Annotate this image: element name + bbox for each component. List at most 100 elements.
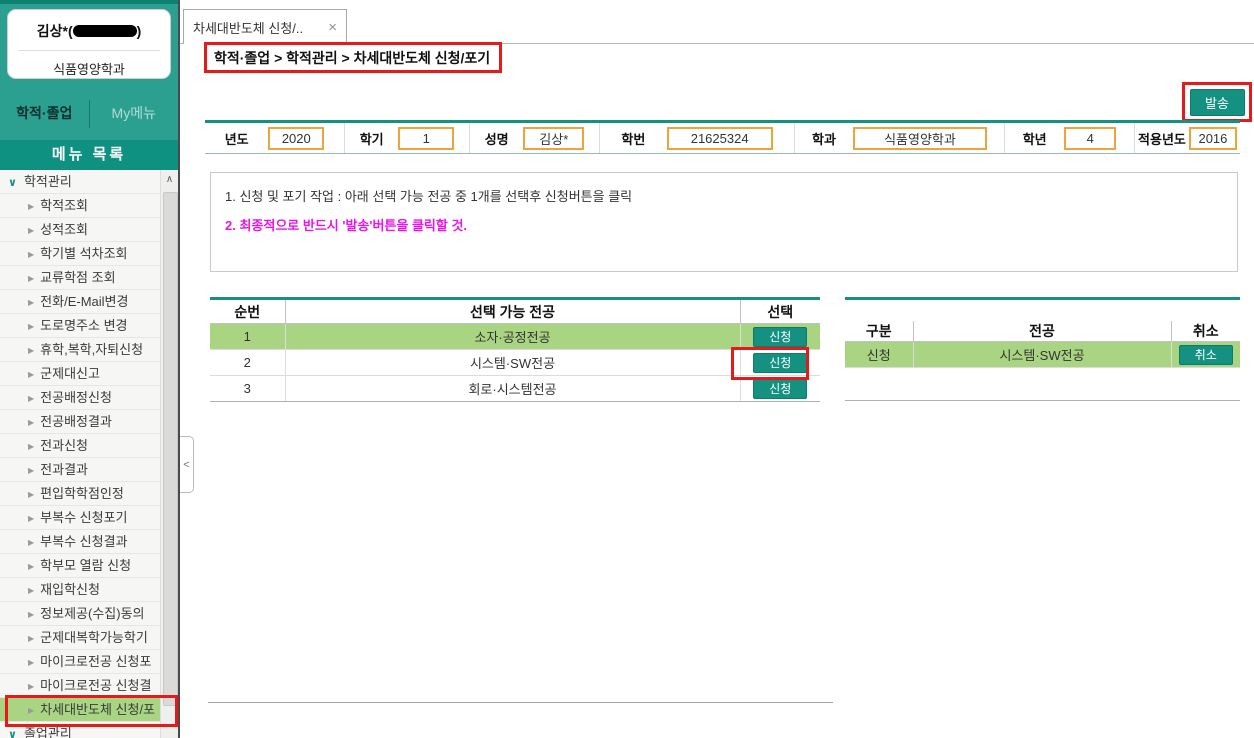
scrollbar-thumb[interactable] xyxy=(163,192,178,706)
chevron-right-icon: ▶ xyxy=(28,586,35,595)
sidebar-item-label: 마이크로전공 신청포 xyxy=(40,654,152,669)
sidebar-item[interactable]: ▶ 마이크로전공 신청결 xyxy=(0,674,160,698)
tab-strip: 차세대반도체 신청/.. × xyxy=(180,0,1254,44)
sidebar-tab-academic-graduation[interactable]: 학적·졸업 xyxy=(0,100,90,128)
row-number: 2 xyxy=(210,349,286,376)
sidebar-collapse-handle[interactable]: < xyxy=(180,436,194,493)
user-name: 김상*() xyxy=(18,21,160,51)
sidebar-item-label: 전화/E-Mail변경 xyxy=(40,294,129,309)
field-input-name[interactable] xyxy=(523,126,585,150)
table-header-row: 구분 전공 취소 xyxy=(845,321,1240,342)
chevron-right-icon: ▶ xyxy=(28,202,35,211)
sidebar-tab-my-menu[interactable]: My메뉴 xyxy=(111,105,156,121)
apply-button[interactable]: 신청 xyxy=(753,326,808,347)
field-input-student-no[interactable] xyxy=(666,126,773,150)
sidebar-item-label: 학적관리 xyxy=(23,174,72,189)
chevron-right-icon: ▶ xyxy=(28,634,35,643)
sidebar-item[interactable]: ▶ 전과신청 xyxy=(0,434,160,458)
sidebar-item-label: 재입학신청 xyxy=(40,582,100,597)
sidebar-item[interactable]: ▶ 정보제공(수집)동의 xyxy=(0,602,160,626)
sidebar-item[interactable]: ▶ 재입학신청 xyxy=(0,578,160,602)
sidebar-item-label: 군제대신고 xyxy=(40,366,100,381)
chevron-right-icon: ▶ xyxy=(28,490,35,499)
major-name: 소자·공정전공 xyxy=(285,323,741,350)
field-input-applied-year[interactable] xyxy=(1188,126,1237,150)
sidebar-item[interactable]: ▶ 성적조회 xyxy=(0,218,160,242)
chevron-right-icon: ▶ xyxy=(28,346,35,355)
sidebar-item-label: 전과결과 xyxy=(40,462,88,477)
sidebar-item[interactable]: ▶ 부복수 신청포기 xyxy=(0,506,160,530)
instruction-line-2: 2. 최종적으로 반드시 '발송'버튼을 클릭할 것. xyxy=(225,218,468,233)
sidebar-item[interactable]: ▶ 편입학학점인정 xyxy=(0,482,160,506)
available-major-row: 3 회로·시스템전공 신청 xyxy=(210,375,820,402)
apply-cell: 신청 xyxy=(740,349,820,376)
sidebar-item-label: 도로명주소 변경 xyxy=(40,318,128,333)
content-bottom-border xyxy=(208,702,833,703)
field-label: 년도 xyxy=(224,131,249,147)
available-major-row: 2 시스템·SW전공 신청 xyxy=(210,349,820,376)
form-field-student-no: 학번 xyxy=(600,123,795,153)
chevron-right-icon: ▶ xyxy=(28,658,35,667)
sidebar-item[interactable]: ▶ 전공배정결과 xyxy=(0,410,160,434)
breadcrumb: 학적·졸업 > 학적관리 > 차세대반도체 신청/포기 xyxy=(214,49,491,66)
tab-close-icon[interactable]: × xyxy=(328,18,337,36)
form-field-year: 년도 xyxy=(205,123,345,153)
table-header-row: 순번 선택 가능 전공 선택 xyxy=(210,300,820,324)
sidebar-item-label: 군제대복학가능학기 xyxy=(40,630,148,645)
sidebar-item[interactable]: ▶ 전공배정신청 xyxy=(0,386,160,410)
sidebar-item[interactable]: ▶ 학부모 열람 신청 xyxy=(0,554,160,578)
available-major-row: 1 소자·공정전공 신청 xyxy=(210,323,820,350)
sidebar-item-label: 부복수 신청결과 xyxy=(40,534,128,549)
form-field-applied-year: 적용년도 xyxy=(1135,123,1240,153)
sidebar-item-label: 휴학,복학,자퇴신청 xyxy=(40,342,144,357)
user-department: 식품영양학과 xyxy=(53,62,125,77)
form-field-semester: 학기 xyxy=(345,123,470,153)
cancel-button[interactable]: 취소 xyxy=(1178,344,1233,365)
chevron-right-icon: ▶ xyxy=(28,682,35,691)
sidebar-item[interactable]: ▶ 학기별 석차조회 xyxy=(0,242,160,266)
sidebar-item-label: 학기별 석차조회 xyxy=(40,246,128,261)
applied-table-gap xyxy=(845,300,1240,321)
sidebar-item-label: 전과신청 xyxy=(40,438,88,453)
sidebar-item[interactable]: ▶ 휴학,복학,자퇴신청 xyxy=(0,338,160,362)
sidebar-item[interactable]: ▶ 학적조회 xyxy=(0,194,160,218)
sidebar-item[interactable]: ▶ 군제대신고 xyxy=(0,362,160,386)
chevron-right-icon: ▶ xyxy=(28,274,35,283)
applied-major-table: 구분 전공 취소 신청 시스템·SW전공 취소 xyxy=(845,297,1240,401)
sidebar-item-selected[interactable]: ▶ 차세대반도체 신청/포 xyxy=(0,698,160,722)
sidebar-tabs: 학적·졸업 My메뉴 xyxy=(0,100,178,128)
sidebar-item[interactable]: ∨ 졸업관리 xyxy=(0,722,160,738)
chevron-right-icon: ▶ xyxy=(28,250,35,259)
sidebar-item[interactable]: ∨ 학적관리 xyxy=(0,170,160,194)
row-number: 1 xyxy=(210,323,286,350)
field-input-semester[interactable] xyxy=(398,126,455,150)
document-tab[interactable]: 차세대반도체 신청/.. × xyxy=(183,9,347,44)
chevron-down-icon: ∨ xyxy=(8,729,17,738)
instruction-box: 1. 신청 및 포기 작업 : 아래 선택 가능 전공 중 1개를 선택후 신청… xyxy=(210,172,1238,272)
column-header: 선택 가능 전공 xyxy=(285,300,741,324)
send-button[interactable]: 발송 xyxy=(1189,88,1245,116)
sidebar-item-label: 차세대반도체 신청/포 xyxy=(40,702,156,717)
field-input-department[interactable] xyxy=(852,126,987,150)
sidebar-item[interactable]: ▶ 전과결과 xyxy=(0,458,160,482)
apply-button[interactable]: 신청 xyxy=(753,378,808,399)
sidebar-scrollbar[interactable]: ∧ xyxy=(160,170,178,738)
sidebar-item[interactable]: ▶ 교류학점 조회 xyxy=(0,266,160,290)
form-field-department: 학과 xyxy=(795,123,1005,153)
scrollbar-up-icon[interactable]: ∧ xyxy=(165,174,174,185)
sidebar-item[interactable]: ▶ 도로명주소 변경 xyxy=(0,314,160,338)
application-type: 신청 xyxy=(845,341,914,368)
sidebar-item[interactable]: ▶ 부복수 신청결과 xyxy=(0,530,160,554)
sidebar-item[interactable]: ▶ 군제대복학가능학기 xyxy=(0,626,160,650)
sidebar-item[interactable]: ▶ 마이크로전공 신청포 xyxy=(0,650,160,674)
sidebar-item-label: 부복수 신청포기 xyxy=(40,510,128,525)
document-tab-title: 차세대반도체 신청/.. xyxy=(193,20,304,36)
chevron-right-icon: ▶ xyxy=(28,298,35,307)
field-input-year[interactable] xyxy=(268,126,325,150)
sidebar-item[interactable]: ▶ 전화/E-Mail변경 xyxy=(0,290,160,314)
redacted-student-id xyxy=(72,25,137,37)
cancel-cell: 취소 xyxy=(1171,341,1240,368)
chevron-right-icon: ▶ xyxy=(28,322,35,331)
field-input-grade[interactable] xyxy=(1064,126,1117,150)
apply-button[interactable]: 신청 xyxy=(753,352,808,373)
